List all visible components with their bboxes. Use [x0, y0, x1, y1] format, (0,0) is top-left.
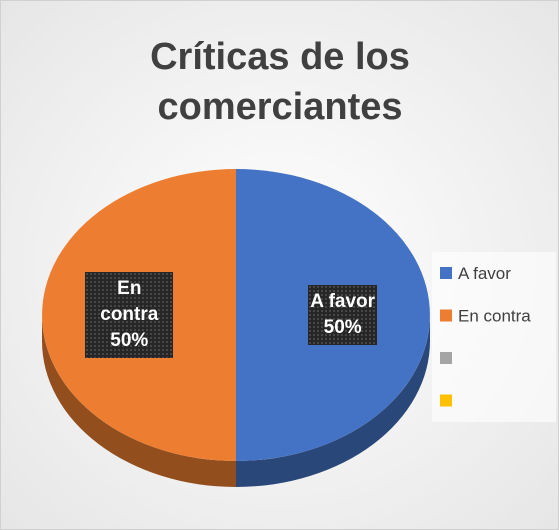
- data-label-value: 50%: [110, 330, 149, 351]
- slice-side: [42, 315, 236, 487]
- data-label: A favor 50%: [308, 285, 378, 345]
- chart-title: Críticas de los comerciantes: [150, 36, 410, 128]
- legend-label: A favor: [458, 264, 511, 283]
- data-label-category: A favor: [310, 291, 376, 312]
- data-label-box: A favor 50%: [308, 285, 378, 345]
- data-label-value: 50%: [323, 317, 362, 338]
- legend-background: [432, 252, 556, 422]
- data-label-box: En contra 50%: [85, 272, 174, 358]
- data-label: En contra 50%: [85, 272, 174, 358]
- slice-side: [236, 315, 430, 487]
- legend-swatch: [440, 309, 452, 322]
- title-box: Críticas de los comerciantes: [150, 36, 410, 128]
- data-label-category: En contra: [100, 278, 159, 325]
- legend-swatch: [440, 267, 452, 279]
- legend-swatch: [440, 352, 452, 364]
- legend-swatch: [440, 394, 452, 407]
- legend-label: En contra: [458, 307, 531, 326]
